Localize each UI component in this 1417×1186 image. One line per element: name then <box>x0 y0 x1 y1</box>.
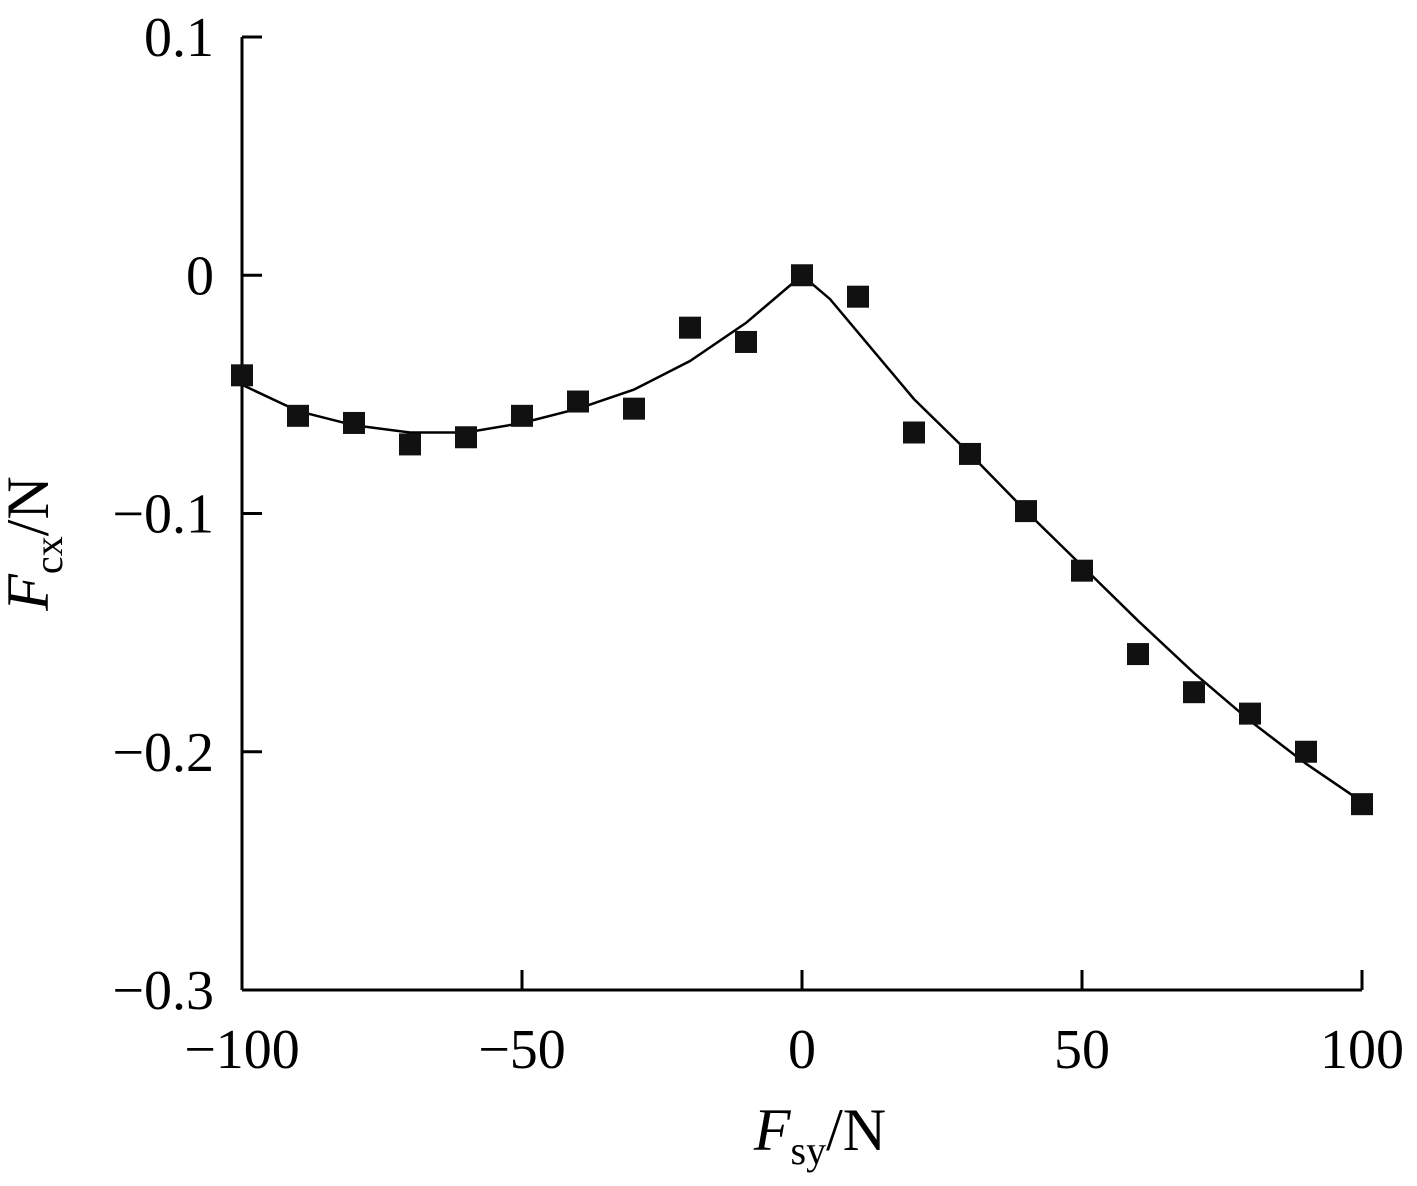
x-ticks: −100 −50 0 50 100 <box>184 970 1404 1081</box>
data-point <box>1239 702 1261 725</box>
data-point <box>623 397 645 420</box>
x-axis-title-main: F <box>753 1097 792 1163</box>
data-point <box>1351 793 1373 816</box>
y-axis-title-unit: /N <box>0 476 61 536</box>
data-point <box>791 264 813 287</box>
data-point <box>735 330 757 353</box>
y-axis-title-main: F <box>0 573 61 612</box>
fit-curve <box>241 273 1363 803</box>
axes <box>240 37 1362 992</box>
x-axis-title-unit: /N <box>826 1097 886 1163</box>
x-tick-label: 100 <box>1320 1019 1404 1081</box>
data-point <box>1295 740 1317 763</box>
y-tick-label: 0 <box>186 245 214 307</box>
data-point <box>567 390 589 413</box>
data-point <box>679 316 701 339</box>
y-axis-title-sub: cx <box>26 536 71 574</box>
y-tick-label: 0.1 <box>144 7 214 69</box>
y-tick-label: −0.3 <box>112 960 214 1022</box>
data-point <box>1015 500 1037 523</box>
x-axis-title: Fsy/N <box>753 1097 886 1173</box>
x-tick-label: 50 <box>1054 1019 1110 1081</box>
data-point <box>1071 559 1093 582</box>
data-point <box>903 421 925 444</box>
x-axis-title-sub: sy <box>791 1128 827 1173</box>
y-tick-label: −0.2 <box>112 722 214 784</box>
y-tick-label: −0.1 <box>112 484 214 546</box>
y-ticks: 0.1 0 −0.1 −0.2 −0.3 <box>112 7 262 1022</box>
data-point <box>343 411 365 434</box>
x-tick-label: −100 <box>184 1019 300 1081</box>
data-point <box>399 433 421 456</box>
data-point <box>455 426 477 449</box>
data-point <box>287 404 309 427</box>
data-point <box>847 285 869 308</box>
data-point <box>1183 681 1205 704</box>
x-tick-label: −50 <box>478 1019 566 1081</box>
series-layer <box>231 264 1373 816</box>
data-point <box>511 404 533 427</box>
y-axis-title: Fcx/N <box>0 476 71 611</box>
data-point <box>959 442 981 465</box>
x-tick-label: 0 <box>788 1019 816 1081</box>
data-point <box>231 364 253 387</box>
data-point <box>1127 643 1149 666</box>
